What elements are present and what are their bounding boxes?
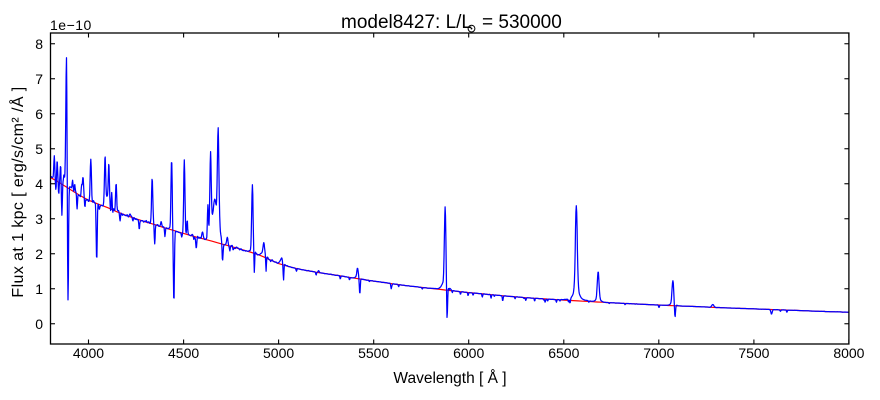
svg-text:6: 6 bbox=[35, 106, 43, 122]
svg-text:7000: 7000 bbox=[643, 345, 674, 361]
svg-text:1: 1 bbox=[35, 281, 43, 297]
svg-text:= 530000: = 530000 bbox=[482, 12, 562, 33]
svg-text:8: 8 bbox=[35, 36, 43, 52]
svg-text:4000: 4000 bbox=[73, 345, 104, 361]
svg-text:3: 3 bbox=[35, 211, 43, 227]
svg-text:Wavelength [ Å ]: Wavelength [ Å ] bbox=[393, 370, 506, 387]
svg-text:6000: 6000 bbox=[453, 345, 484, 361]
svg-text:1e−10: 1e−10 bbox=[50, 17, 92, 33]
svg-text:7: 7 bbox=[35, 71, 43, 87]
svg-text:6500: 6500 bbox=[548, 345, 579, 361]
svg-text:Flux at 1 kpc [ erg/s/cm² /Å ]: Flux at 1 kpc [ erg/s/cm² /Å ] bbox=[8, 86, 27, 297]
svg-text:5500: 5500 bbox=[358, 345, 389, 361]
svg-text:0: 0 bbox=[35, 316, 43, 332]
svg-text:8000: 8000 bbox=[833, 345, 864, 361]
svg-text:2: 2 bbox=[35, 246, 43, 262]
svg-text:4500: 4500 bbox=[168, 345, 199, 361]
svg-text:5: 5 bbox=[35, 141, 43, 157]
svg-text:model8427: L/L: model8427: L/L bbox=[341, 12, 472, 33]
svg-text:4: 4 bbox=[35, 176, 43, 192]
svg-text:5000: 5000 bbox=[263, 345, 294, 361]
svg-text:7500: 7500 bbox=[738, 345, 769, 361]
